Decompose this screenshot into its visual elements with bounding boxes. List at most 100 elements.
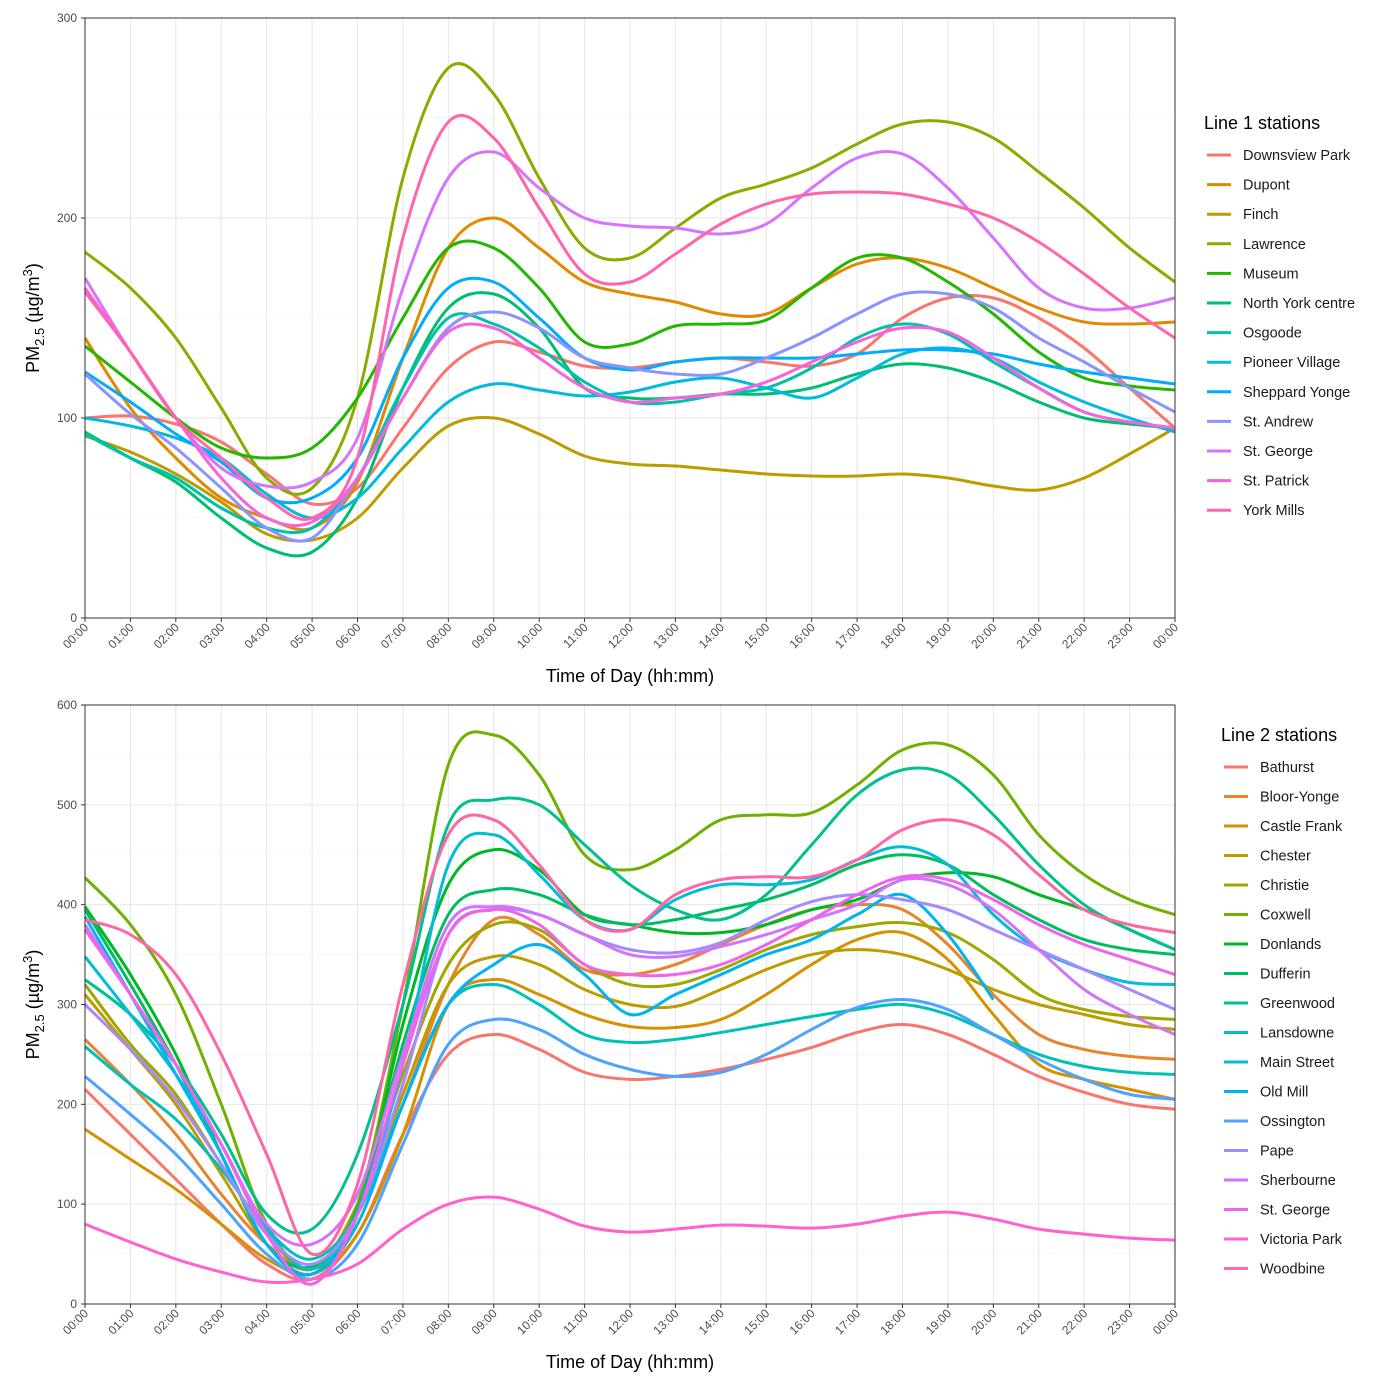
legend-label: Sherbourne	[1260, 1173, 1336, 1189]
x-tick-label: 22:00	[1059, 1306, 1090, 1337]
x-tick-label: 07:00	[378, 620, 409, 651]
legend-label: Main Street	[1260, 1055, 1334, 1071]
legend-label: Dupont	[1243, 178, 1290, 194]
series-line-woodbine	[84, 813, 1176, 1257]
legend-label: Dufferin	[1260, 967, 1311, 983]
x-tick-label: 23:00	[1105, 620, 1136, 651]
chart-panel-2: 0 100 200 300 400 500 600 00:00 01:00 02:00 03:00 0…	[20, 698, 1343, 1372]
legend-label: Chester	[1260, 849, 1311, 865]
x-tick-label: 18:00	[877, 1306, 908, 1337]
x-tick-label: 12:00	[605, 1306, 636, 1337]
series-line-ossington	[84, 998, 1176, 1281]
x-tick-label: 08:00	[423, 1306, 454, 1337]
x-tick-label: 18:00	[877, 620, 908, 651]
y-axis-title-sub: 2.5	[32, 1014, 47, 1032]
x-tick-label: 20:00	[968, 620, 999, 651]
legend-label: Christie	[1260, 878, 1309, 894]
legend-label: Victoria Park	[1260, 1232, 1343, 1248]
chart-panel-1: 0 100 200 300 00:00 01:00 02:00 03:00 04:00 05:00…	[20, 11, 1355, 686]
y-tick-label: 200	[57, 211, 77, 225]
y-tick-label: 200	[57, 1097, 77, 1111]
legend-title: Line 1 stations	[1204, 113, 1320, 133]
x-tick-label: 04:00	[242, 1306, 273, 1337]
x-tick-label: 04:00	[242, 620, 273, 651]
series-line-greenwood	[84, 766, 1176, 1235]
x-tick-label: 05:00	[287, 1306, 318, 1337]
legend-label: Osgoode	[1243, 326, 1302, 342]
y-axis-title-sup: 3	[20, 956, 35, 963]
legend-label: Old Mill	[1260, 1085, 1308, 1101]
x-tick-label: 17:00	[832, 1306, 863, 1337]
y-tick-label: 100	[57, 411, 77, 425]
legend-label: Museum	[1243, 266, 1299, 282]
y-tick-label: 400	[57, 898, 77, 912]
x-tick-label: 00:00	[1150, 620, 1181, 651]
y-tick-label: 100	[57, 1197, 77, 1211]
series-line-old-mill	[83, 892, 995, 1277]
x-tick-label: 01:00	[105, 620, 136, 651]
x-tick-label: 23:00	[1105, 1306, 1136, 1337]
y-axis-title: PM2.5 (µg/m3)	[20, 263, 47, 373]
x-tick-label: 22:00	[1059, 620, 1090, 651]
x-tick-label: 11:00	[560, 1306, 591, 1337]
x-tick-label: 20:00	[968, 1306, 999, 1337]
x-tick-label: 00:00	[60, 620, 91, 651]
x-tick-label: 03:00	[196, 620, 227, 651]
legend-label: Coxwell	[1260, 908, 1311, 924]
y-axis-title: PM2.5 (µg/m3)	[20, 950, 47, 1060]
x-tick-label: 21:00	[1014, 620, 1045, 651]
x-tick-label: 16:00	[787, 620, 818, 651]
x-axis-title: Time of Day (hh:mm)	[546, 666, 714, 686]
legend-label: Castle Frank	[1260, 819, 1343, 835]
legend-label: North York centre	[1243, 296, 1355, 312]
legend-label: St. Andrew	[1243, 414, 1314, 430]
series-line-bathurst	[83, 1022, 1176, 1282]
legend-label: Donlands	[1260, 937, 1321, 953]
legend-label: Bloor-Yonge	[1260, 790, 1339, 806]
x-tick-label: 13:00	[650, 1306, 681, 1337]
x-tick-label: 09:00	[469, 1306, 500, 1337]
x-axis-title: Time of Day (hh:mm)	[546, 1352, 714, 1372]
series-line-york-mills	[83, 114, 1176, 521]
x-tick-label: 08:00	[423, 620, 454, 651]
legend-label: Sheppard Yonge	[1243, 385, 1350, 401]
legend-label: St. George	[1260, 1203, 1330, 1219]
x-tick-label: 10:00	[514, 620, 545, 651]
x-tick-label: 15:00	[741, 1306, 772, 1337]
legend-label: York Mills	[1243, 503, 1305, 519]
x-tick-label: 11:00	[560, 620, 591, 651]
legend-label: Finch	[1243, 207, 1278, 223]
x-tick-label: 00:00	[1150, 1306, 1181, 1337]
y-axis-title-unit: (µg/m	[23, 963, 43, 1014]
series-line-museum	[84, 239, 1176, 460]
y-tick-label: 300	[57, 11, 77, 25]
x-tick-label: 00:00	[60, 1306, 91, 1337]
x-tick-label: 15:00	[741, 620, 772, 651]
y-tick-label: 0	[70, 1297, 77, 1311]
legend-label: Greenwood	[1260, 996, 1335, 1012]
x-tick-label: 21:00	[1014, 1306, 1045, 1337]
series-line-finch	[84, 416, 1176, 543]
x-tick-label: 05:00	[287, 620, 318, 651]
x-tick-label: 13:00	[650, 620, 681, 651]
legend-label: Pioneer Village	[1243, 355, 1340, 371]
y-tick-label: 500	[57, 798, 77, 812]
y-axis-title-main: PM	[23, 346, 43, 373]
x-tick-label: 14:00	[696, 620, 727, 651]
x-tick-label: 12:00	[605, 620, 636, 651]
series-line-st-george	[83, 150, 1176, 490]
y-axis-title-unit: (µg/m	[23, 276, 43, 327]
legend-label: Ossington	[1260, 1114, 1325, 1130]
legend-label: St. Patrick	[1243, 474, 1310, 490]
legend-label: Lansdowne	[1260, 1026, 1334, 1042]
legend: Line 2 stations Bathurst Bloor-Yonge Castle…	[1221, 725, 1343, 1278]
y-tick-label: 300	[57, 998, 77, 1012]
y-axis-title-main: PM	[23, 1032, 43, 1059]
legend-label: Pape	[1260, 1144, 1294, 1160]
y-axis-title-close: )	[23, 263, 43, 269]
plot-border	[84, 704, 1176, 1305]
legend-label: St. George	[1243, 444, 1313, 460]
series-line-st-george	[83, 874, 1176, 1286]
x-tick-label: 01:00	[105, 1306, 136, 1337]
